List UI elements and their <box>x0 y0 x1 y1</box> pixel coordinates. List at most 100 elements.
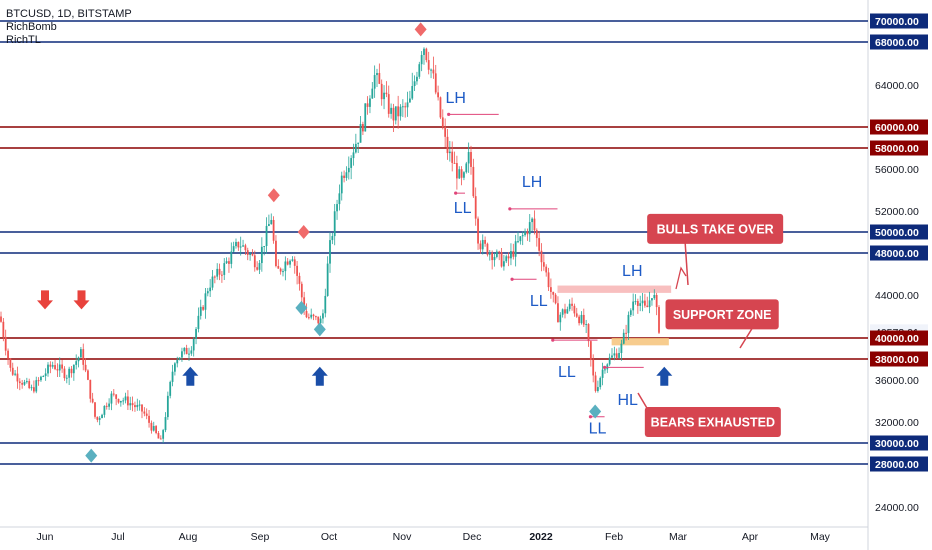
candle-body <box>357 142 360 144</box>
candle-body <box>608 357 611 365</box>
candle-body <box>14 373 16 375</box>
time-tick-label: Aug <box>179 531 198 543</box>
wave-label-ll: LL <box>454 200 472 217</box>
candle-body <box>16 373 19 382</box>
candle-body <box>258 263 261 270</box>
candle-body <box>566 309 569 314</box>
candle-body <box>526 231 529 235</box>
sell-arrow[interactable] <box>73 290 90 310</box>
candle-body <box>145 413 148 416</box>
price-tick-label: 68000.00 <box>875 37 919 49</box>
candle-body <box>218 268 221 275</box>
candle-body <box>418 64 421 77</box>
candle-body <box>580 314 583 324</box>
price-tick-label: 50000.00 <box>875 227 919 239</box>
sell-signal-diamond[interactable] <box>297 225 310 239</box>
candle-body <box>124 396 127 401</box>
indicator-richbomb[interactable]: RichBomb <box>6 21 57 33</box>
sell-signal-diamond[interactable] <box>267 188 280 203</box>
symbol-label[interactable]: BTCUSD, 1D, BITSTAMP <box>6 8 132 20</box>
candle-body <box>47 364 49 374</box>
candle-body <box>91 398 94 403</box>
candle-body <box>371 88 374 99</box>
candle-body <box>244 245 247 251</box>
wave-label-ll: LL <box>530 293 548 310</box>
candle-body <box>188 353 190 355</box>
swing-marker-dot <box>508 207 512 211</box>
time-tick-label: May <box>810 531 831 543</box>
candle-body <box>646 305 649 308</box>
candle-body <box>178 357 181 360</box>
candle-body <box>477 218 479 244</box>
candle-body <box>289 260 291 265</box>
price-tick-label: 40000.00 <box>875 333 919 345</box>
resistance-zone[interactable] <box>557 285 672 293</box>
candle-body <box>622 332 625 344</box>
candle-body <box>521 235 524 237</box>
candle-body <box>317 316 320 324</box>
buy-signal-diamond[interactable] <box>85 448 98 463</box>
candle-body <box>195 328 197 339</box>
callout-box-1[interactable] <box>647 213 784 244</box>
candle-body <box>542 262 545 267</box>
candle-body <box>493 256 496 261</box>
candle-body <box>571 303 573 306</box>
candle-body <box>326 263 329 296</box>
candle-body <box>510 251 512 259</box>
candle-body <box>535 230 538 239</box>
candle-body <box>162 430 165 439</box>
callout-box-2[interactable] <box>665 299 779 330</box>
candle-body <box>380 83 383 100</box>
candle-body <box>437 92 439 98</box>
indicator-richtl[interactable]: RichTL <box>6 34 41 46</box>
candle-body <box>392 107 395 121</box>
candle-body <box>300 283 303 298</box>
candle-body <box>54 365 56 370</box>
callout-box-3[interactable] <box>644 407 781 437</box>
candle-body <box>364 103 367 132</box>
candle-body <box>448 151 451 154</box>
buy-arrow[interactable] <box>311 366 328 386</box>
candle-body <box>500 252 503 267</box>
candle-body <box>582 314 585 325</box>
time-tick-label: Mar <box>669 531 688 543</box>
candle-body <box>498 251 501 253</box>
buy-arrow[interactable] <box>656 366 673 386</box>
time-tick-label: Jul <box>111 531 124 543</box>
candle-body <box>11 367 14 375</box>
candle-body <box>166 395 169 418</box>
candle-body <box>439 97 442 118</box>
wave-label-hl: HL <box>617 392 638 409</box>
candle-body <box>87 370 89 380</box>
sell-signal-diamond[interactable] <box>414 22 427 37</box>
candle-body <box>181 351 183 358</box>
price-tick-label: 38000.00 <box>875 354 919 366</box>
candle-body <box>474 196 477 219</box>
candle-body <box>89 379 92 399</box>
buy-signal-diamond[interactable] <box>295 300 308 315</box>
price-tick-label: 48000.00 <box>875 248 919 260</box>
candle-body <box>112 393 115 395</box>
candle-body <box>148 415 150 423</box>
candle-body <box>44 373 47 376</box>
candle-body <box>322 313 324 319</box>
buy-signal-diamond[interactable] <box>313 322 326 337</box>
candle-body <box>514 241 517 257</box>
candle-body <box>592 359 595 376</box>
buy-arrow[interactable] <box>182 366 199 386</box>
candle-body <box>202 306 204 310</box>
candle-body <box>648 300 651 308</box>
candle-body <box>376 72 378 76</box>
candle-body <box>171 371 174 382</box>
swing-marker-dot <box>551 338 555 342</box>
candle-body <box>573 305 576 314</box>
candle-body <box>383 92 385 100</box>
support-zone[interactable] <box>611 338 669 346</box>
candle-body <box>108 403 110 407</box>
candle-body <box>28 381 31 389</box>
buy-signal-diamond[interactable] <box>589 404 602 419</box>
candle-body <box>503 261 505 267</box>
sell-arrow[interactable] <box>37 290 53 310</box>
candle-body <box>2 321 5 337</box>
